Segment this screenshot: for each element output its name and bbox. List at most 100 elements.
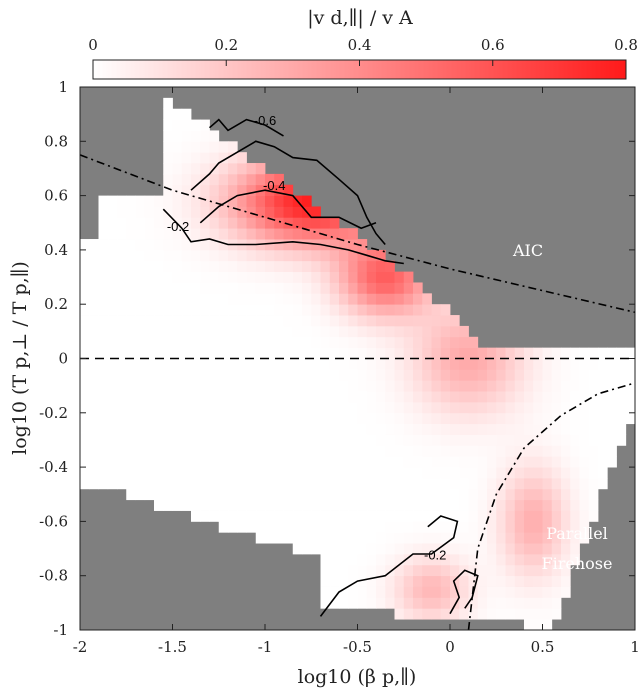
heatmap-cell xyxy=(172,239,183,251)
heatmap-cell xyxy=(348,510,358,522)
heatmap-cell xyxy=(376,249,386,262)
heatmap-cell xyxy=(302,380,312,392)
heatmap-cell xyxy=(117,477,127,490)
heatmap-cell xyxy=(320,467,331,479)
heatmap-cell xyxy=(357,575,368,587)
heatmap-cell xyxy=(561,423,571,435)
heatmap-cell xyxy=(625,369,635,381)
heatmap-cell xyxy=(311,315,321,327)
heatmap-cell xyxy=(514,347,525,359)
heatmap-cell xyxy=(505,510,516,522)
heatmap-cell xyxy=(292,391,303,403)
heatmap-cell xyxy=(551,391,562,403)
heatmap-cell xyxy=(246,369,257,381)
heatmap-cell xyxy=(107,423,118,435)
heatmap-cell xyxy=(551,369,562,381)
heatmap-cell xyxy=(413,467,423,479)
heatmap-cell xyxy=(302,401,312,414)
heatmap-cell xyxy=(329,369,340,381)
heatmap-cell xyxy=(283,499,294,511)
heatmap-cell xyxy=(209,510,220,522)
x-tick-label: -1 xyxy=(258,638,273,656)
heatmap-cell xyxy=(385,412,395,425)
heatmap-cell xyxy=(357,412,368,425)
heatmap-cell xyxy=(459,380,469,392)
heatmap-cell xyxy=(107,412,118,425)
heatmap-cell xyxy=(533,586,543,598)
heatmap-cell xyxy=(561,412,571,425)
heatmap-cell xyxy=(209,184,220,196)
heatmap-cell xyxy=(394,445,405,457)
heatmap-cell xyxy=(228,401,238,414)
heatmap-cell xyxy=(616,423,627,435)
heatmap-cell xyxy=(172,401,183,414)
heatmap-cell xyxy=(126,282,136,294)
heatmap-cell xyxy=(163,434,173,446)
heatmap-cell xyxy=(135,434,146,446)
heatmap-cell xyxy=(117,271,127,283)
heatmap-cell xyxy=(200,315,210,327)
heatmap-cell xyxy=(468,564,479,577)
heatmap-cell xyxy=(144,401,155,414)
heatmap-cell xyxy=(154,271,164,283)
heatmap-cell xyxy=(394,358,405,370)
heatmap-cell xyxy=(607,380,617,392)
heatmap-cell xyxy=(431,597,442,609)
heatmap-cell xyxy=(181,228,192,240)
heatmap-cell xyxy=(468,608,479,620)
heatmap-cell xyxy=(181,163,192,175)
heatmap-cell xyxy=(274,456,284,468)
heatmap-cell xyxy=(413,521,423,533)
heatmap-cell xyxy=(459,553,469,566)
heatmap-cell xyxy=(376,336,386,349)
heatmap-cell xyxy=(385,304,395,316)
heatmap-cell xyxy=(505,434,516,446)
heatmap-cell xyxy=(181,249,192,262)
heatmap-cell xyxy=(514,358,525,370)
heatmap-cell xyxy=(89,423,99,435)
heatmap-cell xyxy=(228,184,238,196)
heatmap-cell xyxy=(163,499,173,511)
heatmap-cell xyxy=(117,380,127,392)
heatmap-cell xyxy=(237,445,247,457)
heatmap-cell xyxy=(366,271,377,283)
heatmap-cell xyxy=(237,217,247,229)
heatmap-cell xyxy=(117,412,127,425)
heatmap-cell xyxy=(329,271,340,283)
heatmap-cell xyxy=(144,239,155,251)
heatmap-cell xyxy=(237,325,247,338)
heatmap-cell xyxy=(191,195,201,207)
heatmap-cell xyxy=(274,477,284,490)
heatmap-cell xyxy=(191,369,201,381)
heatmap-cell xyxy=(357,553,368,566)
heatmap-cell xyxy=(200,434,210,446)
heatmap-cell xyxy=(505,575,516,587)
heatmap-cell xyxy=(246,271,257,283)
heatmap-cell xyxy=(126,401,136,414)
heatmap-cell xyxy=(561,564,571,577)
heatmap-cell xyxy=(431,369,442,381)
heatmap-cell xyxy=(98,271,109,283)
heatmap-cell xyxy=(450,412,460,425)
heatmap-cell xyxy=(561,575,571,587)
heatmap-cell xyxy=(459,477,469,490)
heatmap-cell xyxy=(376,543,386,555)
heatmap-cell xyxy=(292,228,303,240)
heatmap-cell xyxy=(98,423,109,435)
heatmap-cell xyxy=(551,445,562,457)
heatmap-cell xyxy=(588,401,599,414)
heatmap-cell xyxy=(348,293,358,305)
heatmap-cell xyxy=(274,282,284,294)
heatmap-cell xyxy=(302,532,312,544)
heatmap-cell xyxy=(246,315,257,327)
heatmap-cell xyxy=(237,260,247,273)
heatmap-cell xyxy=(487,532,497,544)
heatmap-cell xyxy=(459,597,469,609)
heatmap-cell xyxy=(450,608,460,620)
heatmap-cell xyxy=(246,173,257,186)
heatmap-cell xyxy=(357,315,368,327)
heatmap-cell xyxy=(89,369,99,381)
heatmap-cell xyxy=(403,271,414,283)
heatmap-cell xyxy=(292,521,303,533)
heatmap-cell xyxy=(191,163,201,175)
